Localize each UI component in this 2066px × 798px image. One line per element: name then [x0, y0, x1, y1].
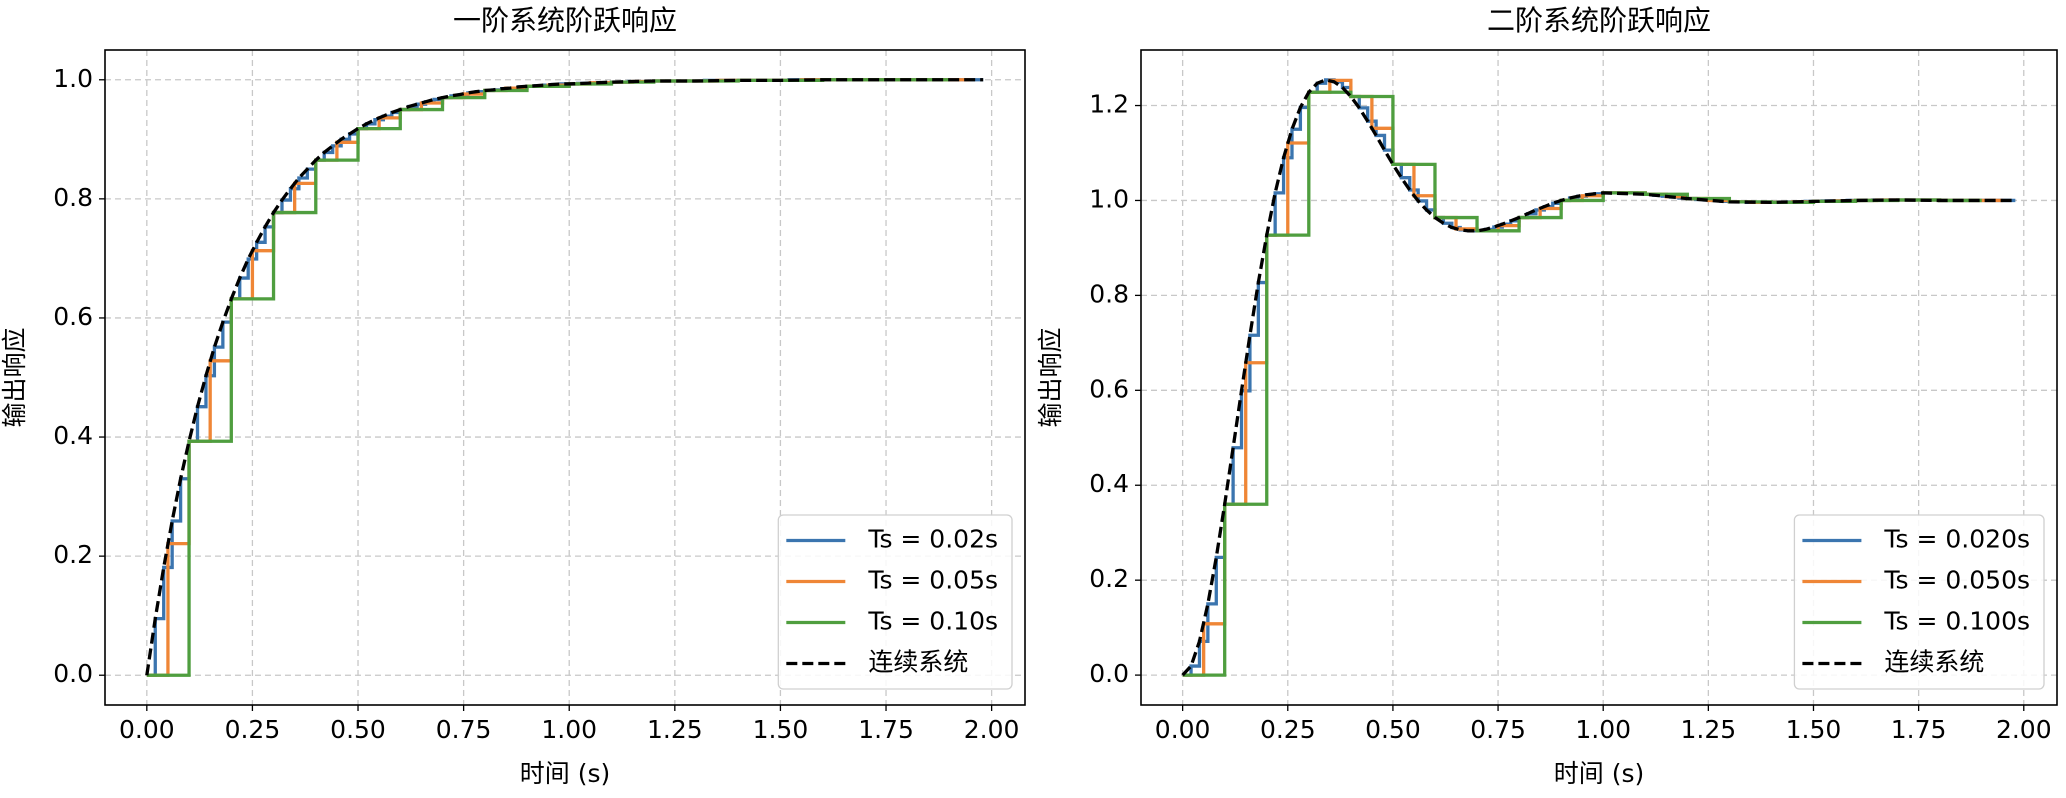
- legend: Ts = 0.020s Ts = 0.050s Ts = 0.100s 连续系统: [1793, 514, 2045, 690]
- x-axis-label: 时间 (s): [1554, 759, 1644, 788]
- chart-title: 二阶系统阶跃响应: [1487, 4, 1711, 37]
- x-tick-label: 1.00: [541, 715, 597, 744]
- y-tick-label: 0.8: [1089, 279, 1129, 308]
- series-line: [1181, 78, 2016, 677]
- subplot: 0.00 0.25 0.50 0.75 1.00 1.25 1.50 1.75 2.00 0.0 0…: [0, 4, 1026, 788]
- x-tick-label: 0.50: [1365, 715, 1421, 744]
- x-tick-label: 0.25: [225, 715, 281, 744]
- series-line: [145, 78, 984, 676]
- y-tick-label: 0.6: [1089, 374, 1129, 403]
- x-tick-label: 0.75: [1470, 715, 1526, 744]
- x-tick-label: 0.75: [436, 715, 492, 744]
- legend: Ts = 0.02s Ts = 0.05s Ts = 0.10s 连续系统: [777, 514, 1013, 690]
- y-tick-label: 0.2: [1089, 564, 1129, 593]
- legend-label: Ts = 0.10s: [867, 607, 998, 636]
- x-tick-label: 1.50: [1786, 715, 1842, 744]
- y-tick-label: 0.0: [1089, 659, 1129, 688]
- x-tick-label: 0.00: [1155, 715, 1211, 744]
- y-tick-label: 0.4: [1089, 469, 1129, 498]
- legend-frame: [1793, 514, 2045, 690]
- y-tick-label: 0.8: [53, 183, 93, 212]
- x-tick-label: 1.50: [753, 715, 809, 744]
- x-tick-label: 0.50: [330, 715, 386, 744]
- legend-label: Ts = 0.100s: [1883, 607, 2030, 636]
- y-tick-label: 1.2: [1089, 90, 1129, 119]
- y-tick-label: 0.2: [53, 540, 93, 569]
- legend-label: 连续系统: [1884, 648, 1984, 677]
- y-tick-label: 0.0: [53, 659, 93, 688]
- x-tick-label: 1.00: [1575, 715, 1631, 744]
- y-tick-label: 1.0: [1089, 184, 1129, 213]
- x-tick-label: 1.75: [858, 715, 914, 744]
- x-axis-label: 时间 (s): [520, 759, 610, 788]
- y-tick-label: 0.6: [53, 302, 93, 331]
- x-tick-label: 1.75: [1891, 715, 1947, 744]
- x-tick-label: 2.00: [964, 715, 1020, 744]
- x-tick-label: 2.00: [1996, 715, 2052, 744]
- legend-label: Ts = 0.05s: [867, 566, 998, 595]
- subplot: 0.00 0.25 0.50 0.75 1.00 1.25 1.50 1.75 2.00 0.0 0…: [1036, 4, 2058, 788]
- legend-label: Ts = 0.02s: [867, 525, 998, 554]
- y-tick-label: 0.4: [53, 421, 93, 450]
- x-tick-label: 0.00: [119, 715, 175, 744]
- y-axis-label: 输出响应: [0, 327, 29, 427]
- axes-frame: [1140, 49, 2058, 706]
- x-tick-label: 1.25: [647, 715, 703, 744]
- y-tick-label: 1.0: [53, 64, 93, 93]
- legend-label: 连续系统: [868, 648, 968, 677]
- legend-frame: [777, 514, 1013, 690]
- axes-frame: [104, 49, 1026, 706]
- legend-label: Ts = 0.020s: [1883, 525, 2030, 554]
- x-tick-label: 0.25: [1260, 715, 1316, 744]
- y-axis-label: 输出响应: [1036, 327, 1065, 427]
- legend-label: Ts = 0.050s: [1883, 566, 2030, 595]
- x-tick-label: 1.25: [1681, 715, 1737, 744]
- chart-title: 一阶系统阶跃响应: [453, 4, 677, 37]
